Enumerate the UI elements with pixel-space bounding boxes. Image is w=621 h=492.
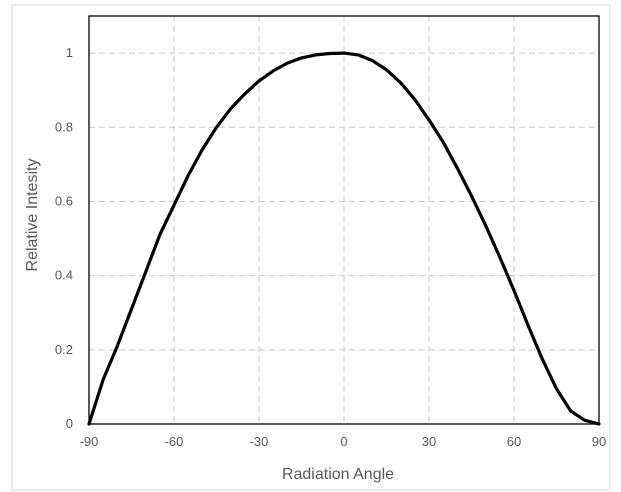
y-tick-label: 0.6 (55, 193, 73, 208)
y-tick-label: 1 (66, 45, 73, 60)
y-tick-label: 0.4 (55, 268, 73, 283)
x-tick-label: -90 (80, 434, 99, 449)
y-axis-ticks: 0 0.2 0.4 0.6 0.8 1 (55, 45, 73, 431)
y-tick-label: 0.2 (55, 342, 73, 357)
x-tick-label: 0 (340, 434, 347, 449)
y-tick-label: 0.8 (55, 119, 73, 134)
plot-area (88, 15, 600, 425)
x-tick-label: 60 (507, 434, 521, 449)
x-axis-title: Radiation Angle (282, 466, 394, 483)
y-axis-title: Relative Intesity (24, 159, 41, 272)
series-line (87, 51, 601, 426)
chart-frame (11, 4, 611, 491)
x-axis-ticks: -90 -60 -30 0 30 60 90 (80, 434, 607, 449)
grid (89, 16, 599, 424)
series-layer (87, 51, 601, 426)
x-tick-label: 30 (422, 434, 436, 449)
x-tick-label: 90 (592, 434, 606, 449)
x-tick-label: -60 (165, 434, 184, 449)
y-tick-label: 0 (66, 416, 73, 431)
x-tick-label: -30 (250, 434, 269, 449)
